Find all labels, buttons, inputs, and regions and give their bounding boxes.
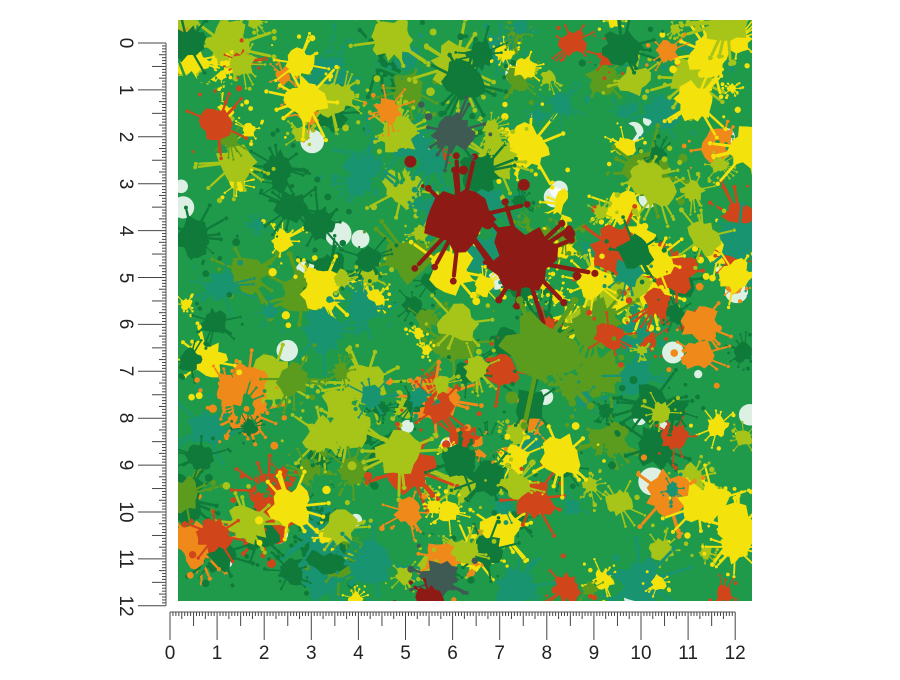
- horizontal-ruler-label: 6: [433, 644, 473, 664]
- horizontal-ruler-label: 9: [574, 644, 614, 664]
- horizontal-ruler-label: 12: [715, 644, 755, 664]
- horizontal-ruler-label: 5: [386, 644, 426, 664]
- vertical-ruler-label: 2: [115, 122, 135, 152]
- vertical-ruler-label: 8: [115, 403, 135, 433]
- vertical-ruler-label: 7: [115, 356, 135, 386]
- vertical-ruler-label: 11: [115, 544, 135, 574]
- horizontal-ruler-label: 0: [150, 644, 190, 664]
- vertical-ruler-ticks: [100, 20, 172, 620]
- vertical-ruler-label: 0: [115, 28, 135, 58]
- vertical-ruler-label: 3: [115, 169, 135, 199]
- vertical-ruler-label: 1: [115, 75, 135, 105]
- paint-splatter-pattern: [178, 20, 752, 601]
- horizontal-ruler-label: 11: [668, 644, 708, 664]
- horizontal-ruler-label: 2: [244, 644, 284, 664]
- horizontal-ruler-label: 3: [291, 644, 331, 664]
- vertical-ruler-label: 6: [115, 309, 135, 339]
- pattern-swatch: [178, 20, 752, 601]
- horizontal-ruler-label: 7: [480, 644, 520, 664]
- horizontal-ruler-ticks: [160, 606, 760, 675]
- vertical-ruler-label: 12: [115, 591, 135, 621]
- horizontal-ruler-label: 10: [621, 644, 661, 664]
- vertical-ruler-label: 4: [115, 216, 135, 246]
- vertical-ruler-label: 9: [115, 450, 135, 480]
- horizontal-ruler-label: 1: [197, 644, 237, 664]
- vertical-ruler-label: 10: [115, 497, 135, 527]
- vertical-ruler-label: 5: [115, 263, 135, 293]
- horizontal-ruler-label: 4: [338, 644, 378, 664]
- horizontal-ruler-label: 8: [527, 644, 567, 664]
